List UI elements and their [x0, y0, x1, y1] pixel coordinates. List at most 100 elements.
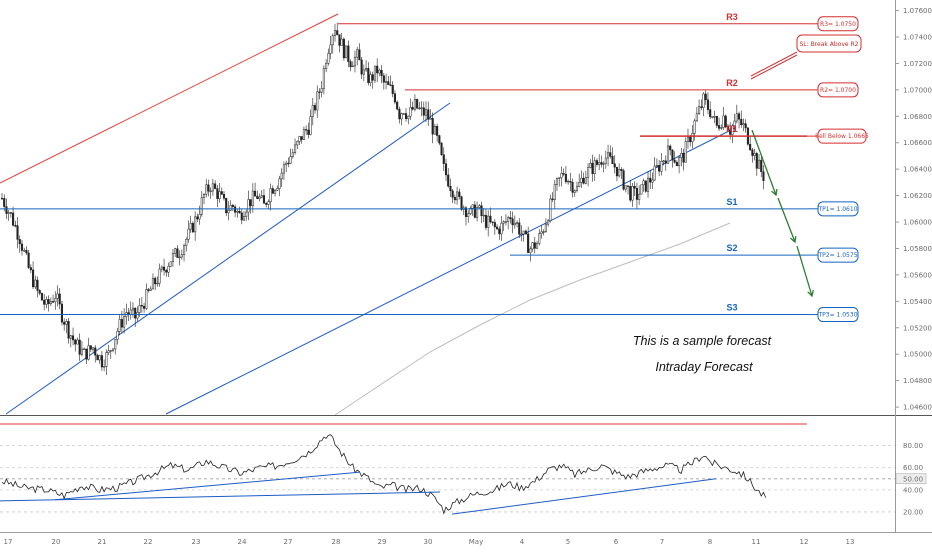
candle-body: [342, 38, 345, 59]
candle-body: [129, 309, 132, 315]
candle-body: [598, 162, 601, 165]
candle-body: [398, 108, 401, 120]
level-note-box: [817, 247, 859, 263]
candle-body: [602, 163, 605, 165]
candle-body: [600, 162, 603, 165]
candle-body: [558, 177, 561, 179]
level-label-s2: S2: [726, 243, 737, 253]
candle-body: [229, 204, 232, 211]
candle-body: [409, 107, 412, 117]
candle-body: [535, 243, 539, 249]
level-label-r2: R2: [726, 78, 738, 88]
candle-body: [69, 335, 72, 339]
candle-body: [29, 267, 32, 271]
candle-body: [356, 49, 359, 58]
candle-body: [496, 226, 499, 230]
candle-body: [649, 177, 652, 183]
candle-body: [411, 107, 414, 110]
osc-trendline: [451, 478, 717, 515]
candle-body: [134, 307, 137, 319]
candle-body: [98, 355, 101, 361]
candle-body: [471, 204, 474, 209]
candle-body: [478, 205, 481, 208]
level-note-text: TP1= 1.0610: [817, 206, 857, 213]
candle-body: [489, 215, 492, 223]
candle-body: [502, 221, 505, 224]
candle-body: [154, 277, 157, 285]
price-tick-label: 1.05600: [903, 271, 932, 279]
price-tick-label: 1.05200: [903, 324, 932, 332]
candle-body: [67, 321, 70, 339]
candle-body: [706, 99, 710, 110]
candle-body: [45, 299, 48, 305]
candle-body: [56, 293, 59, 299]
candle-body: [460, 196, 463, 210]
candle-body: [254, 190, 257, 197]
candle-body: [333, 30, 337, 36]
candle-body: [349, 61, 352, 68]
candle-body: [569, 180, 572, 183]
candle-body: [7, 212, 10, 214]
candle-body: [318, 91, 321, 93]
candle-body: [482, 214, 485, 217]
forecast-type-note: Intraday Forecast: [655, 360, 753, 374]
candle-body: [491, 221, 494, 223]
time-tick-label: 17: [4, 538, 13, 546]
price-tick-label: 1.04600: [903, 404, 932, 412]
candle-body: [80, 348, 83, 355]
candle-body: [385, 81, 388, 83]
candle-body: [504, 221, 507, 223]
candle-body: [151, 277, 155, 290]
candle-body: [234, 206, 237, 213]
level-note-box: [817, 128, 867, 144]
candle-body: [282, 164, 285, 174]
candle-body: [158, 268, 161, 284]
candle-body: [369, 74, 372, 83]
candle-body: [116, 331, 119, 340]
candle-body: [325, 63, 328, 69]
time-tick-label: 20: [52, 538, 61, 546]
candle-body: [686, 136, 690, 142]
level-note-text: TP3= 1.0530: [817, 312, 857, 319]
candle-body: [40, 293, 44, 301]
candle-body: [413, 98, 416, 110]
candle-body: [171, 252, 174, 262]
candle-body: [340, 38, 343, 46]
candle-body: [567, 180, 570, 183]
candle-body: [360, 59, 363, 75]
time-tick-label: 22: [144, 538, 153, 546]
candle-body: [651, 179, 654, 183]
candle-body: [74, 339, 77, 345]
price-tick-label: 1.05800: [903, 245, 932, 253]
candle-body: [38, 290, 41, 294]
candle-body: [18, 239, 21, 245]
candle-body: [20, 243, 24, 251]
candle-body: [311, 105, 314, 117]
candle-body: [14, 224, 17, 227]
candle-body: [467, 213, 470, 217]
candle-body: [711, 116, 714, 118]
candle-body: [365, 68, 368, 71]
candle-body: [555, 178, 559, 185]
candle-body: [271, 188, 274, 194]
candle-body: [438, 135, 441, 144]
candle-body: [587, 167, 590, 178]
candle-body: [700, 106, 703, 108]
price-tick-label: 1.06600: [903, 139, 932, 147]
candle-body: [604, 157, 607, 164]
callout-pointer: [750, 51, 798, 77]
candle-body: [58, 293, 61, 305]
candle-body: [733, 120, 736, 127]
candle-body: [209, 190, 212, 193]
candle-body: [222, 193, 226, 199]
candle-body: [298, 136, 301, 142]
candle-body: [185, 239, 188, 246]
candle-body: [347, 45, 350, 62]
candle-body: [198, 213, 201, 220]
candle-body: [615, 166, 618, 177]
candle-body: [163, 266, 166, 271]
candle-body: [393, 93, 396, 103]
time-tick-label: 28: [332, 538, 341, 546]
